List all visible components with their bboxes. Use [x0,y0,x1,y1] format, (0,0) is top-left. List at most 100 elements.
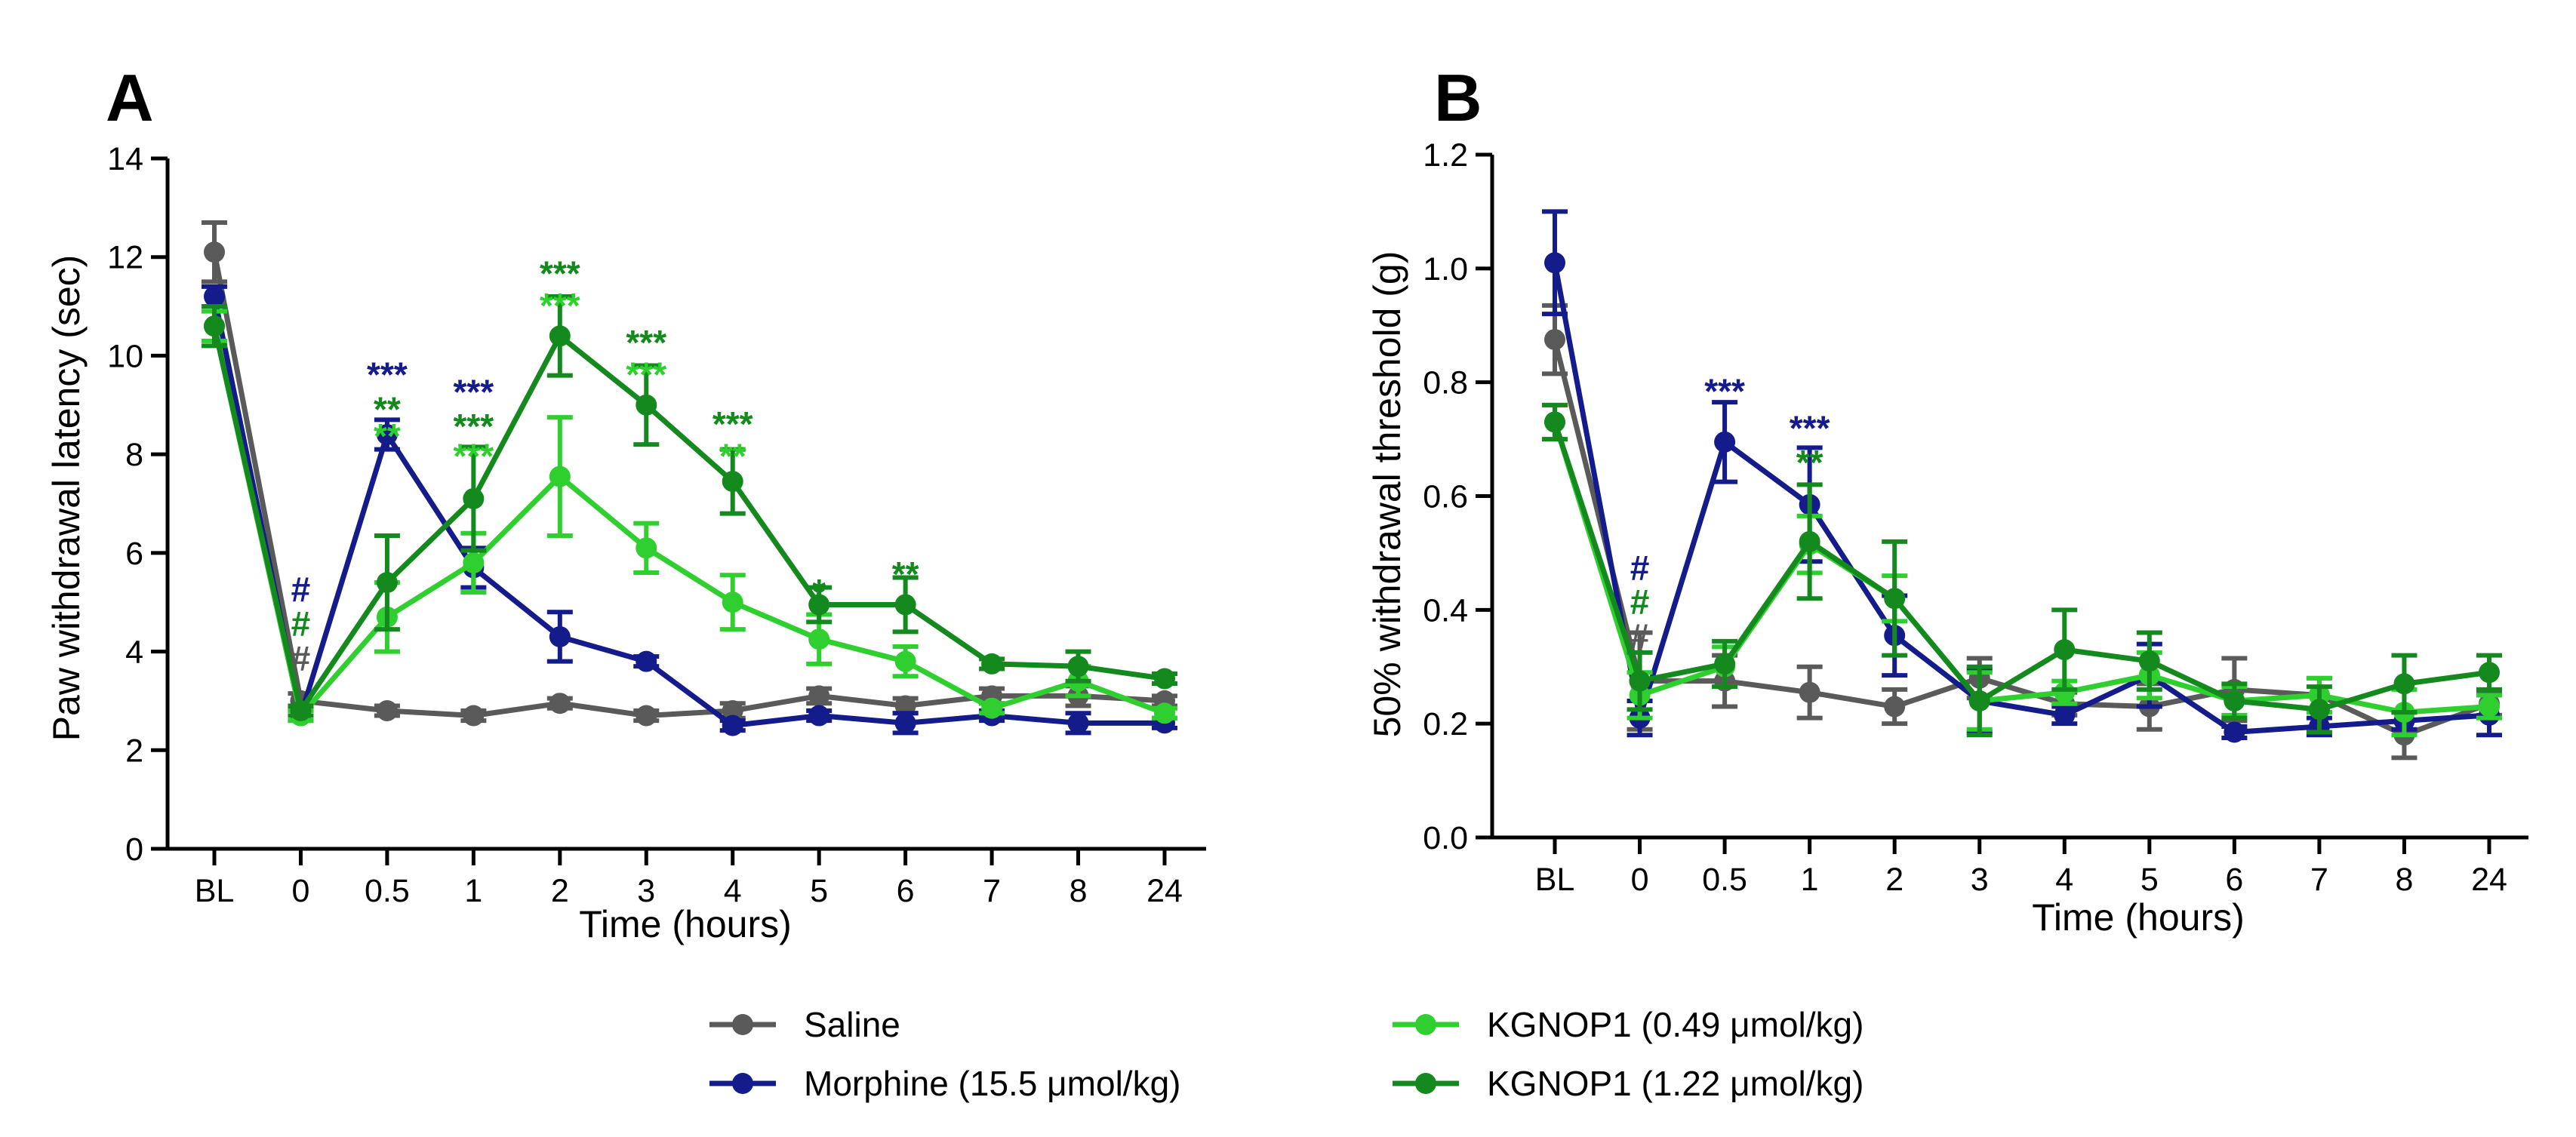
panel-b-y-tick-label: 0.4 [1423,592,1468,628]
panel-b-y-tick-label: 0.2 [1423,706,1468,742]
panel-a-series-line [211,325,1166,719]
panel-a-data-point [808,685,830,707]
panel-b-x-tick-label: 0 [1631,862,1649,898]
panel-a-x-tick-label: 0 [291,873,309,909]
panel-a-significance-mark: *** [626,355,666,395]
panel-a-x-tick-label: 24 [1146,873,1183,909]
panel-b-x-tick-label: 5 [2141,862,2159,898]
panel-a-data-point [722,592,743,613]
panel-a-y-tick-label: 12 [107,240,143,276]
legend-item-saline: Saline [709,1005,900,1044]
panel-b-x-axis-label: Time (hours) [2032,896,2245,939]
panel-a-significance-mark: *** [454,372,494,411]
panel-a-data-point [549,625,571,647]
panel-a-significance-mark: ** [374,416,401,456]
panel-b-x-tick-label: 7 [2310,862,2328,898]
panel-a-significance-mark: # [291,570,311,609]
panel-b-data-point [1968,690,1990,711]
panel-b-data-point [1544,329,1565,351]
panel-a-data-point [1067,712,1089,734]
panel-a-series-line [211,325,1165,714]
panel-b-data-point [1884,588,1906,610]
panel-a-significance-mark: *** [712,404,753,444]
panel-a-significance-mark: *** [626,323,666,362]
panel-a-significance-mark: * [812,572,826,611]
panel-a-y-tick-label: 0 [125,831,143,868]
panel-b-series-line [1552,421,2490,715]
panel-a-series-morphine-15-5-mol-kg [202,284,1177,736]
panel-b-y-tick-label: 1.0 [1423,251,1468,287]
panel-a-series-line [211,251,1165,719]
panel-a-data-point [636,394,657,416]
panel-a-data-point [894,650,916,672]
panel-a-significance-mark: *** [540,286,580,325]
panel-b-x-tick-label: 1 [1801,862,1819,898]
panel-b-y-tick-label: 0.8 [1423,365,1468,401]
panel-b-data-point [2224,690,2245,711]
panel-b-y-tick-label: 0.0 [1423,820,1468,856]
panel-b-significance-mark: # [1630,616,1650,656]
panel-b-data-point [1544,411,1565,433]
panel-a-x-tick-label: 8 [1069,873,1088,909]
panel-b-y-tick-label: 1.2 [1423,137,1468,174]
legend-label-kgnop1-high: KGNOP1 (1.22 μmol/kg) [1487,1064,1864,1103]
panel-a-data-point [636,537,657,559]
panel-a-series-line [211,296,1165,729]
panel-a-x-tick-label: 6 [897,873,915,909]
panel-b-data-point [1799,681,1820,703]
panel-a-x-axis-label: Time (hours) [579,903,792,945]
panel-a-y-tick-label: 10 [107,338,143,374]
panel-a-letter: A [106,60,154,135]
panel-b-data-point [2054,639,2076,661]
panel-a-data-point [981,653,1003,675]
panel-b-x-tick-label: 6 [2225,862,2243,898]
panel-a-data-point [549,466,571,487]
legend-label-kgnop1-low: KGNOP1 (0.49 μmol/kg) [1487,1005,1864,1044]
panel-a-data-point [981,697,1003,719]
panel-a-x-tick-label: 5 [810,873,828,909]
panel-a-y-tick-label: 8 [125,437,143,473]
panel-a-data-point [290,700,312,721]
panel-b-series-kgnop1-1-22-mol-kg [1542,402,2502,738]
panel-b-data-point [2308,699,2330,721]
panel-a-data-point [808,628,830,650]
panel-b-data-point [2054,704,2076,726]
panel-b-x-tick-label: 24 [2471,862,2507,898]
panel-a-significance-mark: ** [719,436,746,475]
panel-b-x-tick-label: 3 [1971,862,1989,898]
panel-a-data-point [376,700,398,721]
legend-item-kgnop1-high: KGNOP1 (1.22 μmol/kg) [1393,1064,1864,1103]
panel-a-x-tick-label: 7 [983,873,1001,909]
panel-a-data-point [463,705,485,727]
panel-b-x-tick-label: 4 [2055,862,2073,898]
panel-b: B 50% withdrawal threshold (g) Time (hou… [1366,60,2528,939]
panel-a-data-point [636,650,657,672]
panel-a-data-point [204,241,225,263]
panel-a-series-saline [202,220,1177,727]
panel-a-series-kgnop1-1-22-mol-kg [202,294,1177,721]
panel-a-y-axis-label: Paw withdrawal latency (sec) [45,255,88,742]
panel-a-data-point [204,286,225,307]
legend-label-saline: Saline [804,1005,900,1044]
panel-a-x-tick-label: BL [195,873,235,909]
panel-b-y-tick-label: 0.6 [1423,479,1468,515]
panel-a-data-point [376,572,398,594]
panel-a-significance-mark: *** [454,436,494,475]
panel-b-data-point [1714,431,1736,453]
panel-a-x-tick-label: 1 [464,873,482,909]
panel-a-data-point [1067,656,1089,678]
panel-a-data-point [722,700,743,721]
panel-a-data-point [463,487,485,509]
legend-item-morphine: Morphine (15.5 μmol/kg) [709,1064,1181,1103]
panel-a-significance-mark: # [291,604,311,644]
panel-b-data-point [1629,670,1651,692]
panel-a-significance-mark: ** [374,389,401,429]
panel-a-significance-mark: ** [892,555,919,594]
panel-a-data-point [1154,668,1175,690]
panel-b-significance-mark: ** [1796,443,1824,482]
panel-b-data-point [2393,673,2415,695]
panel-a-data-point [1154,702,1175,724]
panel-a-significance-mark: # [291,638,311,678]
panel-b-significance-mark: # [1630,548,1650,587]
